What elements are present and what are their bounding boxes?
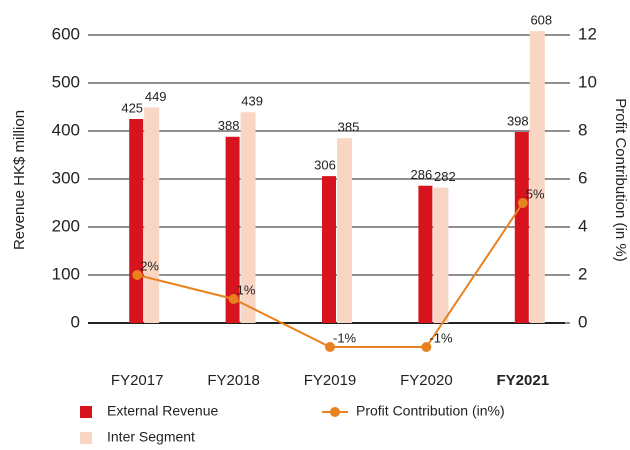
y2-tick-label: 2 [578,264,587,283]
bar [144,107,160,323]
y-tick-label: 500 [52,72,80,91]
y2-tick-label: 0 [578,312,587,331]
y2-axis-title: Profit Contribution (in %) [612,98,629,261]
line-value-label: 1% [237,282,256,297]
legend-label: Profit Contribution (in%) [356,403,505,419]
line-point [325,342,335,352]
y-axis-title: Revenue HK$ million [11,110,28,250]
legend-swatch [80,406,92,418]
x-tick-label: FY2020 [400,372,453,389]
bar-value-label: 282 [434,169,456,184]
x-tick-label: FY2017 [111,372,164,389]
line-value-label: -1% [429,330,453,345]
y-tick-label: 300 [52,168,80,187]
bar [433,187,449,323]
bar-value-label: 306 [314,158,336,173]
bar [322,176,336,323]
bar-value-label: 398 [507,113,529,128]
legend-label: External Revenue [107,403,219,419]
y2-tick-label: 6 [578,168,587,187]
y2-tick-label: 10 [578,72,597,91]
bar [225,136,240,323]
bar-value-label: 425 [121,100,143,115]
bar-value-label: 449 [145,89,167,104]
bar [514,131,529,323]
x-tick-label: FY2021 [497,372,550,389]
line-point [132,270,143,280]
legend-swatch [80,432,92,444]
line-value-label: -1% [333,330,357,345]
x-tick-label: FY2018 [207,372,260,389]
y-tick-label: 400 [52,120,80,139]
bar [529,31,545,323]
y-tick-label: 0 [71,312,80,331]
y2-tick-label: 4 [578,216,587,235]
y2-tick-label: 8 [578,120,587,139]
line-point [421,342,432,352]
line-point [228,294,239,304]
line-value-label: 5% [526,186,545,201]
y-tick-label: 100 [52,264,80,283]
bar-value-label: 439 [241,94,263,109]
bar-value-label: 388 [218,118,240,133]
y2-tick-label: 12 [578,24,597,43]
bar [240,112,256,323]
legend-label: Inter Segment [107,429,195,445]
bar [418,185,433,323]
bar-value-label: 286 [411,167,433,182]
bar [337,138,352,323]
y-tick-label: 600 [52,24,80,43]
bar-value-label: 608 [530,13,552,28]
bar [129,119,144,323]
line-point [517,198,528,208]
y-tick-label: 200 [52,216,80,235]
bar-value-label: 385 [338,120,360,135]
legend-marker [330,407,340,417]
x-tick-label: FY2019 [304,372,357,389]
line-value-label: 2% [140,258,159,273]
